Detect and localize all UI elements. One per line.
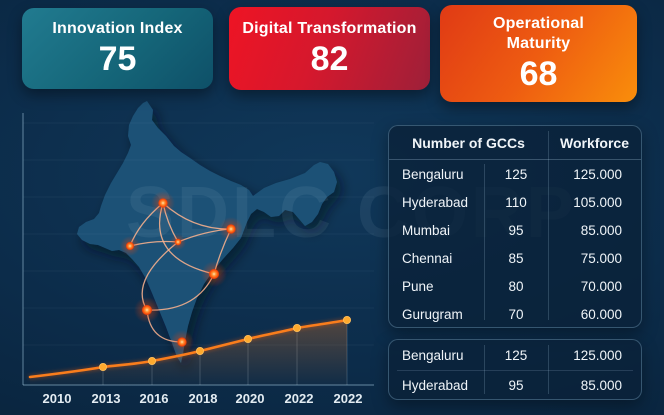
gcc-network	[120, 191, 243, 354]
city-cell: Hyderabad	[402, 194, 469, 210]
kpi-card-innovation-index: Innovation Index 75	[22, 8, 213, 89]
x-axis-label: 2020	[235, 391, 265, 406]
gccs-cell: 95	[508, 378, 524, 394]
x-axis-label: 2022	[284, 391, 314, 406]
table-row: Pune 80 70.000	[389, 272, 641, 300]
table-row: Mumbai 95 85.000	[389, 216, 641, 244]
table-row: Bengaluru 125 125.000	[389, 160, 641, 188]
kpi-value: 75	[98, 40, 137, 79]
table-row: Hyderabad 110 105.000	[389, 188, 641, 216]
gcc-node	[170, 330, 194, 354]
x-axis-label: 2018	[188, 391, 218, 406]
gcc-table: Number of GCCs Workforce Bengaluru 125 1…	[388, 125, 642, 328]
kpi-card-digital-transformation: Digital Transformation 82	[229, 7, 430, 90]
growth-line-chart	[22, 113, 374, 386]
city-cell: Gurugram	[402, 307, 463, 323]
gcc-table-header: Number of GCCs Workforce	[389, 126, 641, 160]
kpi-label: Operational Maturity	[492, 15, 585, 53]
column-divider	[484, 345, 485, 394]
x-axis-label: 2016	[139, 391, 169, 406]
chart-data-points	[99, 315, 351, 371]
chart-area-fill	[30, 320, 347, 385]
chart-gridlines	[23, 122, 374, 346]
header-workforce: Workforce	[560, 134, 629, 151]
city-cell: Mumbai	[402, 222, 451, 238]
gcc-node	[170, 234, 186, 250]
gccs-cell: 80	[508, 278, 524, 294]
gcc-node	[151, 191, 175, 215]
gcc-node	[134, 297, 160, 323]
x-axis-label: 2013	[91, 391, 121, 406]
column-divider	[484, 164, 485, 320]
workforce-cell: 105.000	[573, 194, 622, 210]
city-cell: Hyderabad	[402, 378, 469, 394]
city-cell: Bengaluru	[402, 166, 464, 182]
gcc-node	[120, 236, 140, 256]
x-axis-label: 2010	[42, 391, 72, 406]
column-divider	[548, 131, 549, 320]
gcc-node	[219, 217, 243, 241]
gccs-cell: 110	[505, 194, 527, 210]
table-row: Hyderabad 95 85.000	[389, 370, 641, 399]
gccs-cell: 85	[508, 250, 524, 266]
kpi-value: 68	[519, 55, 558, 94]
city-cell: Bengaluru	[402, 347, 464, 363]
table-row: Chennai 85 75.000	[389, 244, 641, 272]
row-divider	[397, 369, 633, 371]
gccs-cell: 125	[504, 166, 528, 182]
gccs-cell: 125	[504, 347, 528, 363]
gccs-cell: 95	[508, 222, 524, 238]
kpi-label: Innovation Index	[52, 20, 183, 38]
gccs-cell: 70	[508, 307, 524, 323]
india-map	[77, 101, 337, 363]
workforce-cell: 70.000	[580, 278, 622, 294]
x-axis-label: 2022	[333, 391, 363, 406]
column-divider	[548, 345, 549, 394]
workforce-cell: 75.000	[580, 250, 622, 266]
gcc-node	[201, 261, 227, 287]
kpi-card-operational-maturity: Operational Maturity 68	[440, 5, 637, 102]
workforce-cell: 125.000	[573, 166, 622, 182]
workforce-cell: 125.000	[573, 347, 622, 363]
city-cell: Pune	[402, 278, 434, 294]
workforce-cell: 60.000	[580, 307, 622, 323]
header-number-of-gccs: Number of GCCs	[412, 134, 525, 151]
workforce-cell: 85.000	[580, 222, 622, 238]
workforce-cell: 85.000	[580, 378, 622, 394]
table-row: Gurugram 70 60.000	[389, 300, 641, 327]
kpi-label: Digital Transformation	[242, 20, 417, 38]
gcc-summary-table: Bengaluru 125 125.000 Hyderabad 95 85.00…	[388, 339, 642, 400]
kpi-value: 82	[310, 40, 349, 79]
table-row: Bengaluru 125 125.000	[389, 340, 641, 370]
city-cell: Chennai	[402, 250, 453, 266]
